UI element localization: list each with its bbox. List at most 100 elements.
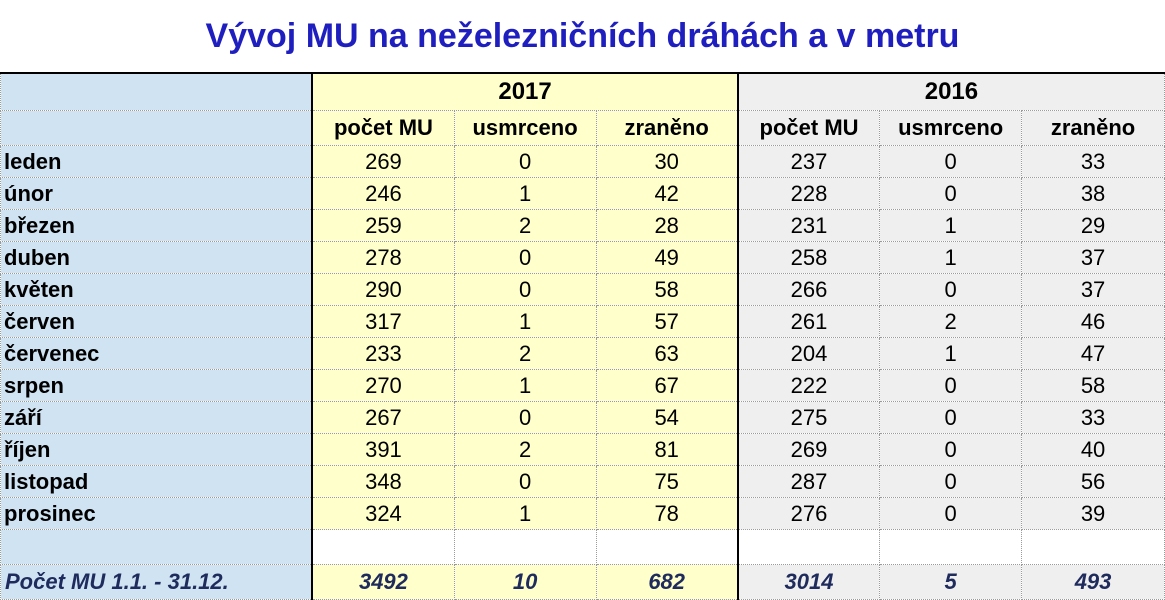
- cell-usmrceno-2016[interactable]: 0: [879, 433, 1023, 466]
- cell-zraneno-2017[interactable]: 78: [595, 497, 739, 530]
- cell-pocet-2017[interactable]: 269: [311, 145, 455, 178]
- month-label[interactable]: září: [0, 401, 313, 434]
- total-zraneno-2016[interactable]: 493: [1021, 564, 1165, 600]
- col-header-zraneno-2016[interactable]: zraněno: [1021, 110, 1165, 146]
- cell-pocet-2017[interactable]: 278: [311, 241, 455, 274]
- cell-usmrceno-2016[interactable]: 1: [879, 337, 1023, 370]
- blank-cell[interactable]: [1021, 529, 1165, 565]
- blank-cell[interactable]: [311, 529, 455, 565]
- cell-usmrceno-2017[interactable]: 0: [453, 241, 597, 274]
- cell-usmrceno-2016[interactable]: 0: [879, 177, 1023, 210]
- total-label[interactable]: Počet MU 1.1. - 31.12.: [0, 564, 313, 600]
- cell-pocet-2016[interactable]: 261: [736, 305, 881, 338]
- month-label[interactable]: listopad: [0, 465, 313, 498]
- cell-zraneno-2016[interactable]: 33: [1021, 145, 1165, 178]
- cell-zraneno-2017[interactable]: 49: [595, 241, 739, 274]
- cell-usmrceno-2016[interactable]: 1: [879, 209, 1023, 242]
- blank-label-cell[interactable]: [0, 529, 313, 565]
- month-label[interactable]: únor: [0, 177, 313, 210]
- cell-usmrceno-2016[interactable]: 0: [879, 401, 1023, 434]
- month-label[interactable]: květen: [0, 273, 313, 306]
- cell-pocet-2016[interactable]: 275: [736, 401, 881, 434]
- cell-zraneno-2017[interactable]: 28: [595, 209, 739, 242]
- year-2017-header[interactable]: 2017: [311, 72, 739, 111]
- cell-usmrceno-2016[interactable]: 0: [879, 369, 1023, 402]
- col-header-pocet-2017[interactable]: počet MU: [311, 110, 455, 146]
- cell-usmrceno-2017[interactable]: 0: [453, 465, 597, 498]
- cell-pocet-2017[interactable]: 391: [311, 433, 455, 466]
- cell-usmrceno-2017[interactable]: 0: [453, 145, 597, 178]
- cell-zraneno-2017[interactable]: 67: [595, 369, 739, 402]
- cell-zraneno-2017[interactable]: 30: [595, 145, 739, 178]
- cell-zraneno-2016[interactable]: 56: [1021, 465, 1165, 498]
- cell-usmrceno-2017[interactable]: 2: [453, 433, 597, 466]
- month-label[interactable]: březen: [0, 209, 313, 242]
- col-header-zraneno-2017[interactable]: zraněno: [595, 110, 739, 146]
- cell-usmrceno-2017[interactable]: 0: [453, 273, 597, 306]
- cell-pocet-2016[interactable]: 276: [736, 497, 881, 530]
- cell-pocet-2017[interactable]: 233: [311, 337, 455, 370]
- cell-zraneno-2016[interactable]: 38: [1021, 177, 1165, 210]
- col-header-pocet-2016[interactable]: počet MU: [736, 110, 881, 146]
- cell-zraneno-2016[interactable]: 46: [1021, 305, 1165, 338]
- cell-usmrceno-2017[interactable]: 1: [453, 177, 597, 210]
- cell-zraneno-2016[interactable]: 47: [1021, 337, 1165, 370]
- cell-usmrceno-2017[interactable]: 2: [453, 209, 597, 242]
- cell-pocet-2016[interactable]: 231: [736, 209, 881, 242]
- cell-zraneno-2016[interactable]: 58: [1021, 369, 1165, 402]
- cell-usmrceno-2016[interactable]: 0: [879, 273, 1023, 306]
- cell-pocet-2017[interactable]: 259: [311, 209, 455, 242]
- cell-pocet-2017[interactable]: 348: [311, 465, 455, 498]
- cell-zraneno-2016[interactable]: 37: [1021, 273, 1165, 306]
- total-usmrceno-2016[interactable]: 5: [879, 564, 1023, 600]
- cell-zraneno-2017[interactable]: 63: [595, 337, 739, 370]
- cell-usmrceno-2016[interactable]: 1: [879, 241, 1023, 274]
- cell-pocet-2016[interactable]: 269: [736, 433, 881, 466]
- month-label[interactable]: červen: [0, 305, 313, 338]
- blank-cell[interactable]: [595, 529, 739, 565]
- cell-usmrceno-2017[interactable]: 0: [453, 401, 597, 434]
- blank-cell[interactable]: [736, 529, 881, 565]
- month-label[interactable]: duben: [0, 241, 313, 274]
- blank-cell[interactable]: [879, 529, 1023, 565]
- year-2016-header[interactable]: 2016: [736, 72, 1165, 111]
- cell-pocet-2016[interactable]: 222: [736, 369, 881, 402]
- cell-usmrceno-2016[interactable]: 0: [879, 497, 1023, 530]
- cell-usmrceno-2016[interactable]: 0: [879, 145, 1023, 178]
- cell-pocet-2016[interactable]: 228: [736, 177, 881, 210]
- cell-zraneno-2017[interactable]: 81: [595, 433, 739, 466]
- total-pocet-2016[interactable]: 3014: [736, 564, 881, 600]
- cell-pocet-2017[interactable]: 317: [311, 305, 455, 338]
- cell-zraneno-2017[interactable]: 54: [595, 401, 739, 434]
- cell-usmrceno-2017[interactable]: 1: [453, 497, 597, 530]
- cell-usmrceno-2017[interactable]: 1: [453, 305, 597, 338]
- cell-pocet-2017[interactable]: 270: [311, 369, 455, 402]
- cell-zraneno-2017[interactable]: 42: [595, 177, 739, 210]
- month-label[interactable]: leden: [0, 145, 313, 178]
- month-label[interactable]: říjen: [0, 433, 313, 466]
- cell-pocet-2017[interactable]: 324: [311, 497, 455, 530]
- cell-pocet-2016[interactable]: 237: [736, 145, 881, 178]
- cell-pocet-2017[interactable]: 246: [311, 177, 455, 210]
- cell-zraneno-2016[interactable]: 40: [1021, 433, 1165, 466]
- total-zraneno-2017[interactable]: 682: [595, 564, 739, 600]
- cell-pocet-2016[interactable]: 204: [736, 337, 881, 370]
- cell-pocet-2016[interactable]: 258: [736, 241, 881, 274]
- month-label[interactable]: červenec: [0, 337, 313, 370]
- cell-zraneno-2016[interactable]: 37: [1021, 241, 1165, 274]
- cell-usmrceno-2017[interactable]: 2: [453, 337, 597, 370]
- month-label[interactable]: prosinec: [0, 497, 313, 530]
- cell-pocet-2017[interactable]: 290: [311, 273, 455, 306]
- cell-usmrceno-2017[interactable]: 1: [453, 369, 597, 402]
- cell-zraneno-2016[interactable]: 33: [1021, 401, 1165, 434]
- cell-usmrceno-2016[interactable]: 2: [879, 305, 1023, 338]
- cell-pocet-2016[interactable]: 266: [736, 273, 881, 306]
- col-header-usmrceno-2016[interactable]: usmrceno: [879, 110, 1023, 146]
- cell-zraneno-2017[interactable]: 75: [595, 465, 739, 498]
- cell-zraneno-2017[interactable]: 58: [595, 273, 739, 306]
- cell-pocet-2016[interactable]: 287: [736, 465, 881, 498]
- blank-cell[interactable]: [453, 529, 597, 565]
- cell-zraneno-2016[interactable]: 29: [1021, 209, 1165, 242]
- total-pocet-2017[interactable]: 3492: [311, 564, 455, 600]
- header-label-cell[interactable]: [0, 110, 313, 146]
